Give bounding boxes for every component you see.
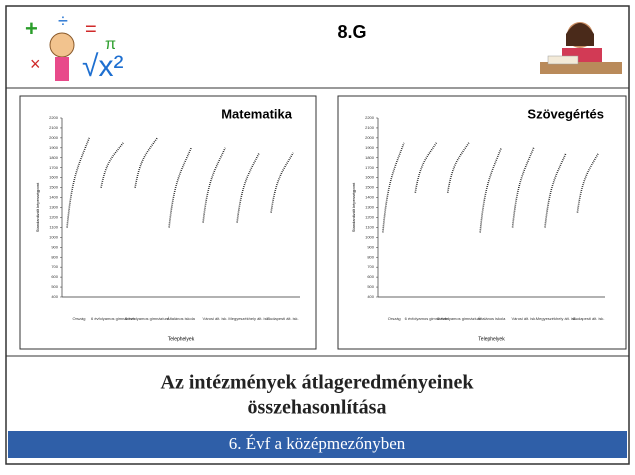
y-tick-label: 1500 xyxy=(365,185,375,190)
y-axis-label: Standardizált képességpont xyxy=(351,182,356,232)
y-tick-label: 2200 xyxy=(49,115,59,120)
x-tick-label: Általános iskola xyxy=(167,316,196,321)
x-tick-label: 8 évfolyamos gimnázium xyxy=(437,316,482,321)
banner xyxy=(8,431,627,458)
svg-text:÷: ÷ xyxy=(58,11,68,31)
y-tick-label: 1000 xyxy=(49,234,59,239)
svg-text:×: × xyxy=(30,54,41,74)
y-tick-label: 700 xyxy=(367,264,374,269)
svg-text:√x²: √x² xyxy=(82,50,123,83)
y-tick-label: 2100 xyxy=(49,125,59,130)
y-tick-label: 500 xyxy=(51,284,58,289)
x-tick-label: Ország xyxy=(73,316,86,321)
score-spread xyxy=(576,152,600,213)
x-axis-label: Telephelyek xyxy=(168,336,195,342)
y-tick-label: 900 xyxy=(51,244,58,249)
x-tick-label: Megyeszékhely ált. isk. xyxy=(228,316,269,321)
score-spread xyxy=(66,137,90,228)
svg-text:=: = xyxy=(85,18,97,40)
x-tick-label: Ország xyxy=(388,316,401,321)
y-tick-label: 2000 xyxy=(365,135,375,140)
x-tick-label: Budapesti ált. isk. xyxy=(267,316,298,321)
y-tick-label: 1900 xyxy=(49,145,59,150)
score-spread xyxy=(236,152,260,223)
x-tick-label: Megyeszékhely ált. isk. xyxy=(536,316,577,321)
score-spread xyxy=(134,137,158,188)
x-tick-label: 6 évfolyamos gimnázium xyxy=(405,316,450,321)
x-tick-label: Általános iskola xyxy=(478,316,507,321)
score-spread xyxy=(100,142,124,188)
x-tick-label: 8 évfolyamos gimnázium xyxy=(125,316,170,321)
y-tick-label: 1200 xyxy=(49,215,59,220)
y-tick-label: 500 xyxy=(367,284,374,289)
caption-line: Az intézmények átlageredményeinek xyxy=(161,372,475,394)
x-tick-label: 6 évfolyamos gimnázium xyxy=(91,316,136,321)
y-tick-label: 800 xyxy=(51,254,58,259)
y-tick-label: 600 xyxy=(51,274,58,279)
math-icon: + ÷ = × √x² π xyxy=(25,11,123,83)
y-tick-label: 2000 xyxy=(49,135,59,140)
score-spread xyxy=(202,147,226,223)
y-tick-label: 1700 xyxy=(365,165,375,170)
chart-panel xyxy=(19,95,317,350)
x-tick-label: Városi ált. isk. xyxy=(203,316,228,321)
y-tick-label: 1300 xyxy=(365,205,375,210)
header-title: 8.G xyxy=(337,22,366,42)
banner-text: 6. Évf a középmezőnyben xyxy=(229,434,406,453)
x-tick-label: Városi ált. isk. xyxy=(511,316,536,321)
student-picture xyxy=(540,22,622,74)
y-axis-label: Standardizált képességpont xyxy=(35,182,40,232)
y-tick-label: 1800 xyxy=(49,155,59,160)
y-tick-label: 700 xyxy=(51,264,58,269)
y-tick-label: 1700 xyxy=(49,165,59,170)
chart-title: Matematika xyxy=(221,106,293,121)
y-tick-label: 400 xyxy=(367,294,374,299)
y-tick-label: 1100 xyxy=(49,224,58,229)
y-tick-label: 800 xyxy=(367,254,374,259)
x-tick-label: Budapesti ált. isk. xyxy=(573,316,604,321)
svg-text:+: + xyxy=(25,16,38,41)
y-tick-label: 900 xyxy=(367,244,374,249)
y-tick-label: 1200 xyxy=(365,215,375,220)
y-tick-label: 1600 xyxy=(49,175,59,180)
y-tick-label: 1900 xyxy=(365,145,375,150)
score-spread xyxy=(479,147,502,233)
y-tick-label: 1400 xyxy=(49,195,59,200)
score-spread xyxy=(414,142,438,193)
y-tick-label: 1000 xyxy=(365,234,375,239)
x-axis-label: Telephelyek xyxy=(478,336,505,342)
chart-panel xyxy=(337,95,627,350)
score-spread xyxy=(382,142,405,233)
y-tick-label: 1500 xyxy=(49,185,59,190)
y-tick-label: 2200 xyxy=(365,115,375,120)
y-tick-label: 1600 xyxy=(365,175,375,180)
y-tick-label: 600 xyxy=(367,274,374,279)
y-tick-label: 400 xyxy=(51,294,58,299)
y-tick-label: 1400 xyxy=(365,195,375,200)
score-spread xyxy=(446,142,470,193)
score-spread xyxy=(544,152,567,228)
caption-line: összehasonlítása xyxy=(248,397,387,419)
y-tick-label: 1300 xyxy=(49,205,59,210)
y-tick-label: 1800 xyxy=(365,155,375,160)
y-tick-label: 1100 xyxy=(365,224,374,229)
svg-text:π: π xyxy=(105,36,116,53)
chart-title: Szövegértés xyxy=(527,106,604,121)
y-tick-label: 2100 xyxy=(365,125,375,130)
